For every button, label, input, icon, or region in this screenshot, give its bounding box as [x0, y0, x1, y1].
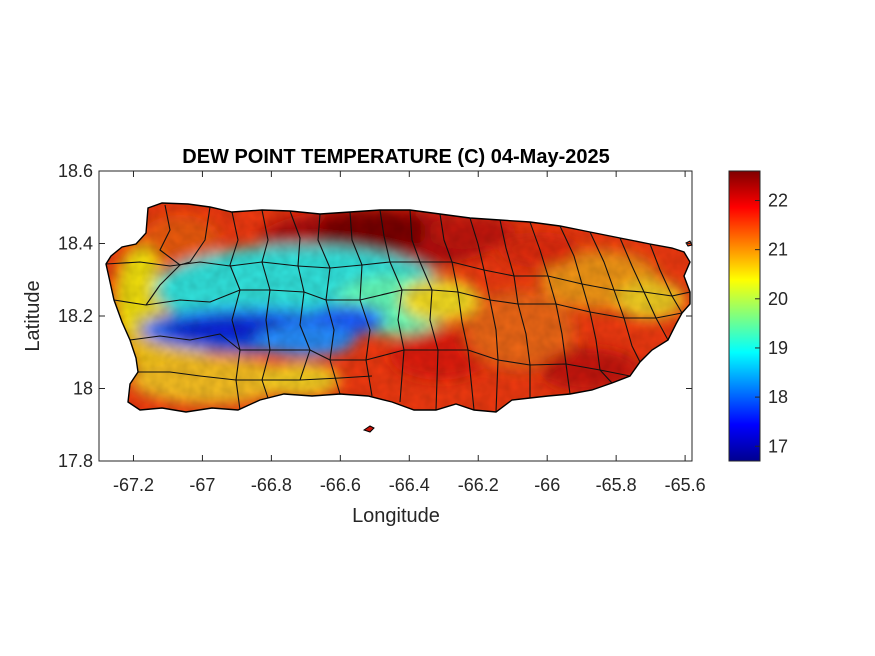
y-tick-label: 17.8: [58, 451, 93, 471]
colorbar: [728, 170, 761, 462]
colorbar-tick-label: 18: [768, 387, 788, 407]
dewpoint-heatmap: [106, 203, 690, 412]
colorbar-tick-label: 20: [768, 289, 788, 309]
caja-de-muertos-island: [362, 425, 375, 433]
x-tick-label: -66.6: [320, 475, 361, 495]
x-tick-label: -65.6: [665, 475, 706, 495]
y-tick-label: 18.6: [58, 161, 93, 181]
island-outline: [105, 202, 691, 413]
colorbar-tick-label: 19: [768, 338, 788, 358]
colorbar-tick-label: 21: [768, 240, 788, 260]
colorbar-tick-label: 17: [768, 436, 788, 456]
x-tick-label: -66.2: [458, 475, 499, 495]
x-tick-label: -67: [189, 475, 215, 495]
colorbar-tick-label: 22: [768, 190, 788, 210]
x-tick-label: -66: [534, 475, 560, 495]
y-axis-label: Latitude: [22, 280, 44, 351]
x-tick-label: -65.8: [596, 475, 637, 495]
x-tick-label: -66.4: [389, 475, 430, 495]
municipal-borders: [106, 204, 690, 412]
axis-ticks: -67.2 -67 -66.8 -66.6 -66.4 -66.2 -66 -65.8 -65.…: [58, 161, 706, 495]
y-tick-label: 18.2: [58, 306, 93, 326]
x-tick-label: -66.8: [251, 475, 292, 495]
chart-title: DEW POINT TEMPERATURE (C) 04-May-2025: [182, 146, 609, 168]
y-tick-label: 18.4: [58, 234, 93, 254]
colorbar-ticks: 17 18 19 20 21 22: [755, 190, 788, 456]
x-tick-label: -67.2: [113, 475, 154, 495]
y-tick-label: 18: [73, 379, 93, 399]
x-axis-label: Longitude: [352, 505, 440, 527]
